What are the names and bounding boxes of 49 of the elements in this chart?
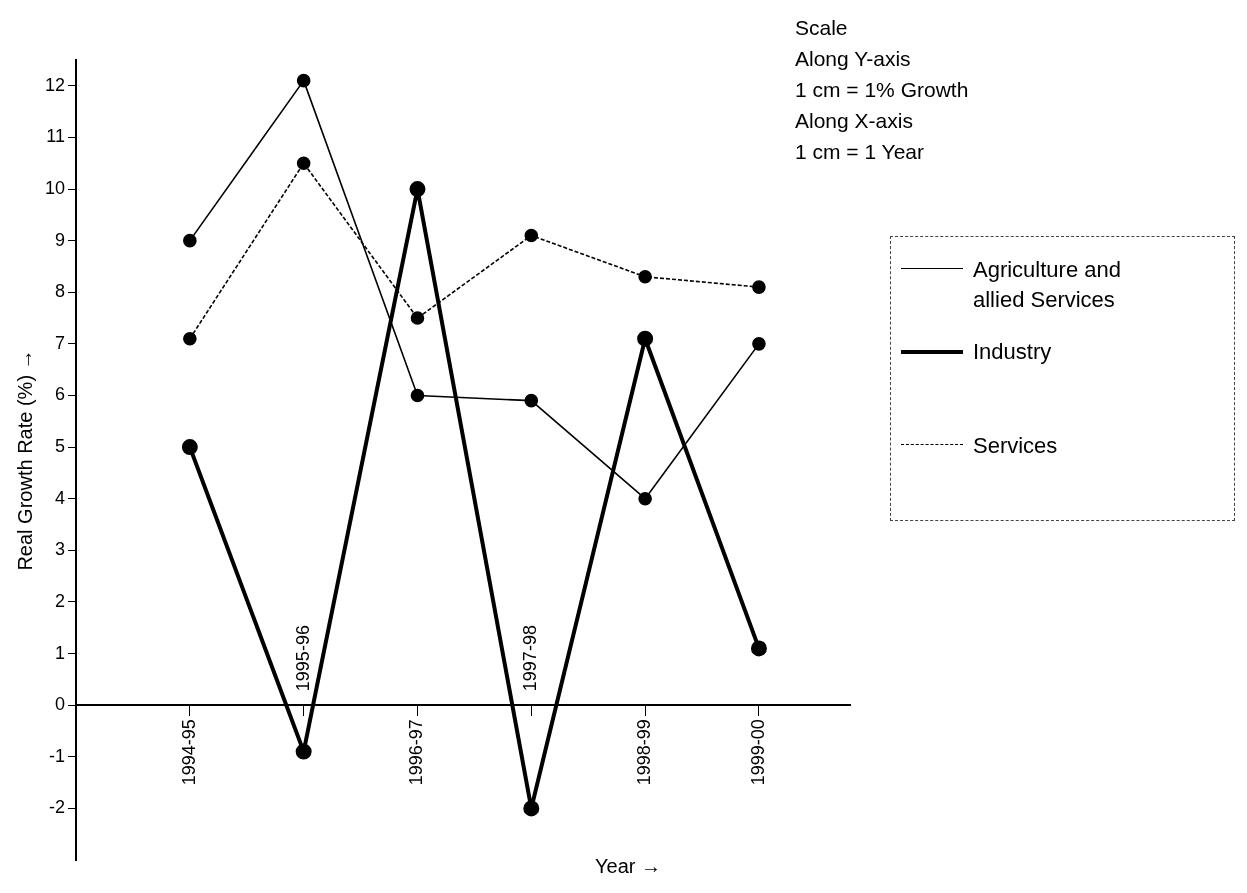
point [638,491,652,506]
annotation: 1 cm = 1% Growth [795,77,969,103]
y-tick-label: -2 [49,797,66,818]
y-tick-label: 9 [55,229,66,250]
point [181,439,198,456]
y-tick-label: 3 [55,539,66,560]
point [524,228,539,243]
y-tick-label: 5 [55,436,66,457]
x-tick-label: 1999-00 [747,719,768,786]
legend-label: Services [973,432,1059,460]
point [295,743,312,760]
y-tick-label: -1 [49,745,66,766]
point [752,280,766,294]
point [296,73,311,88]
y-tick-label: 8 [55,281,66,302]
point [637,330,654,347]
legend-label: Industry [973,338,1053,366]
point [183,233,197,248]
point [523,800,540,817]
annotation: Along X-axis [795,108,914,134]
y-axis-title: Real Growth Rate (%) → [13,349,36,571]
point [410,311,425,325]
point [183,331,197,346]
point [524,393,539,408]
y-tick-label: 7 [55,332,66,353]
x-tick-label: 1996-97 [406,719,427,786]
legend-label: Agriculture and allied Services [973,256,1122,314]
x-tick-label: 1995-96 [292,625,313,692]
y-tick-label: 4 [55,487,66,508]
x-tick-label: 1998-99 [634,719,655,786]
y-tick-label: 2 [55,590,66,611]
text: Scale [795,15,849,41]
y-tick-label: 10 [44,178,66,198]
point [409,181,426,198]
point [752,337,766,351]
point [296,156,311,171]
x-tick-label: 1997-98 [520,625,541,692]
y-tick-label: 12 [44,74,66,95]
y-tick-label: 11 [46,126,66,147]
point [410,388,425,403]
y-tick-label: 6 [55,384,66,405]
annotation: 1 cm = 1 Year [795,139,925,165]
y-tick-label: 0 [55,694,66,715]
annotation: Along Y-axis [795,46,912,72]
point [638,269,652,284]
x-axis-title: Year → [595,855,661,878]
point [750,640,767,657]
y-tick-label: 1 [55,642,66,663]
x-tick-label: 1994-95 [178,719,199,786]
